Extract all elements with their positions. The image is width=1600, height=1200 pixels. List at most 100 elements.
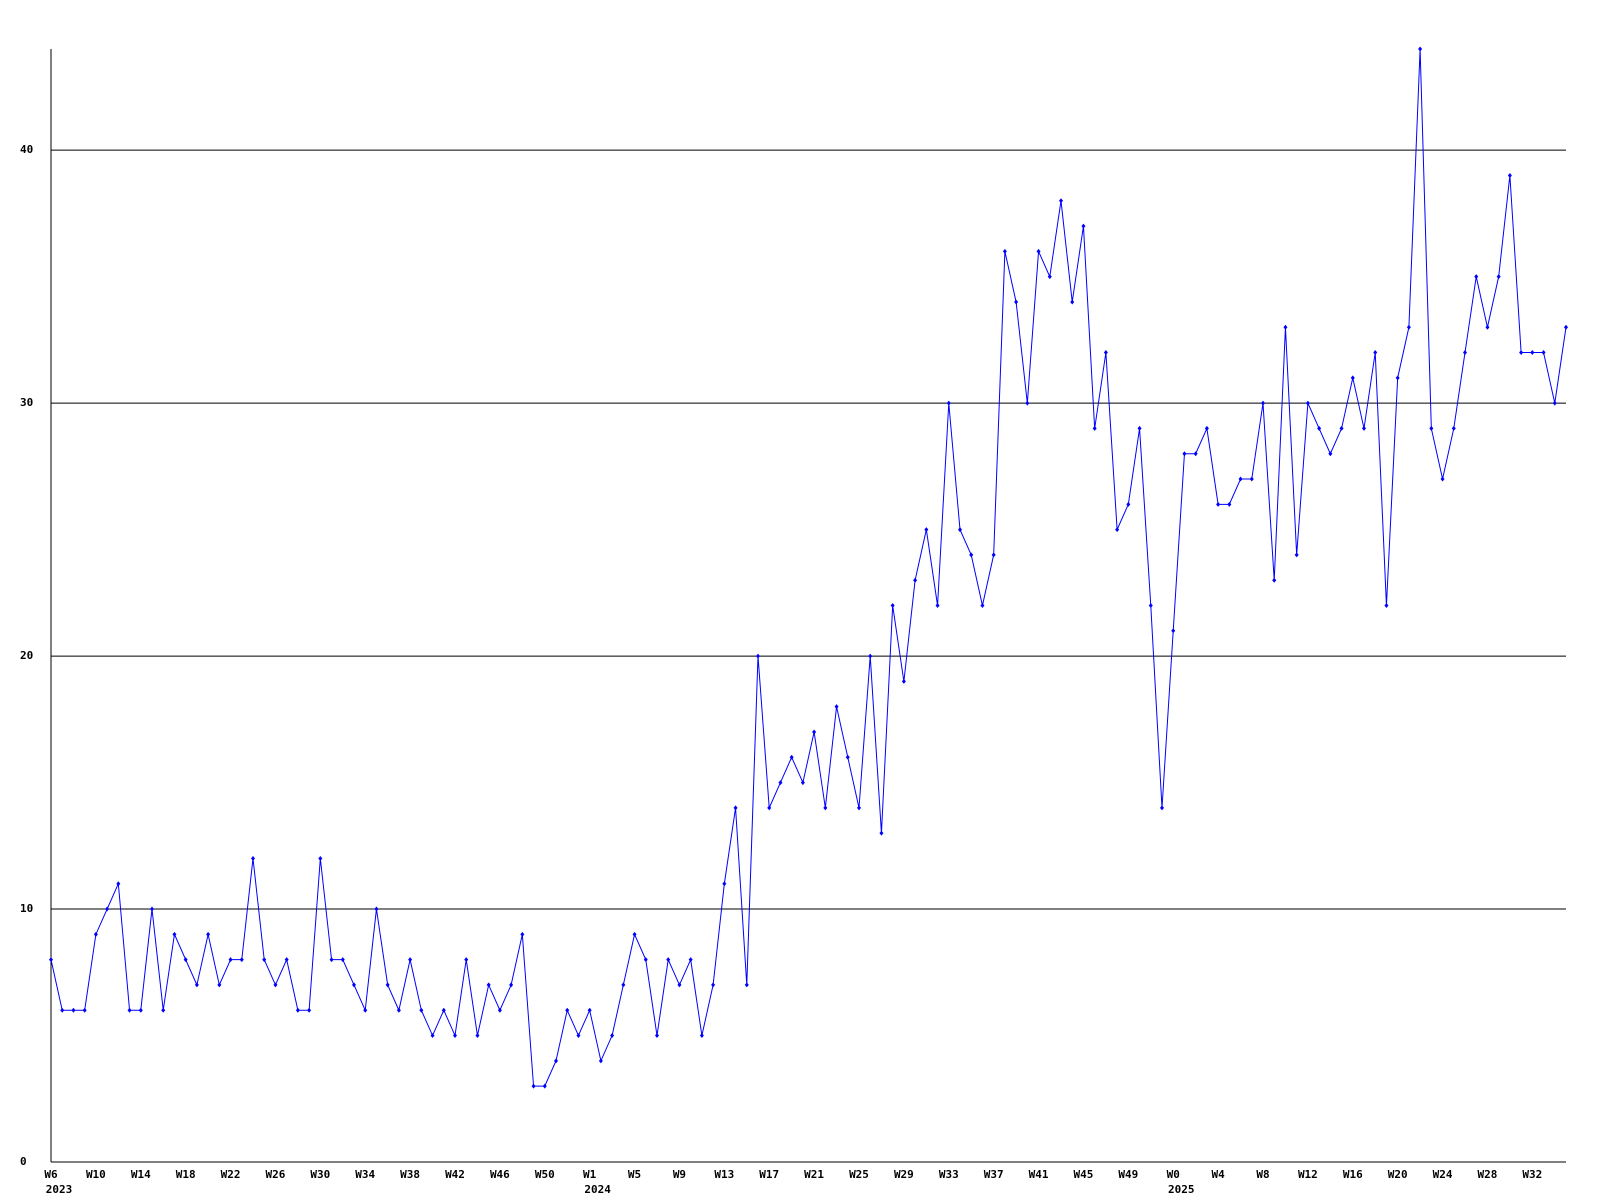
point-marker (1182, 451, 1187, 457)
year-label: 2023 (46, 1183, 73, 1196)
x-tick-label: W50 (535, 1168, 555, 1181)
point-marker (1227, 501, 1232, 507)
point-marker (453, 1033, 457, 1039)
point-marker (632, 931, 637, 937)
x-tick-label: W25 (849, 1168, 869, 1181)
point-marker (655, 1033, 659, 1039)
point-marker (329, 957, 334, 963)
point-marker (1126, 501, 1131, 507)
y-tick-label: 30 (20, 396, 33, 409)
point-marker (800, 780, 805, 786)
point-marker (1339, 425, 1344, 431)
point-marker (385, 982, 390, 988)
point-marker (1160, 805, 1164, 811)
point-marker (1115, 527, 1120, 533)
point-marker (239, 957, 244, 963)
y-tick-label: 20 (20, 649, 33, 662)
point-marker (1002, 248, 1007, 254)
point-marker (1103, 350, 1108, 356)
point-marker (767, 805, 772, 811)
point-marker (408, 957, 413, 963)
point-marker (1216, 501, 1221, 507)
point-marker (643, 957, 648, 963)
point-marker (1081, 223, 1086, 229)
point-marker (49, 957, 53, 963)
point-marker (587, 1007, 592, 1013)
point-marker (834, 704, 839, 710)
point-marker (1328, 451, 1333, 457)
x-tick-label: W29 (894, 1168, 914, 1181)
point-marker (677, 982, 682, 988)
point-marker (284, 957, 289, 963)
point-marker (1519, 350, 1524, 356)
x-tick-label: W4 (1211, 1168, 1225, 1181)
point-marker (868, 653, 873, 659)
x-tick-label: W20 (1388, 1168, 1408, 1181)
x-tick-label: W30 (310, 1168, 330, 1181)
x-tick-label: W10 (86, 1168, 106, 1181)
point-marker (183, 957, 188, 963)
point-marker (1474, 274, 1479, 280)
x-tick-label: W1 (583, 1168, 597, 1181)
point-marker (1564, 324, 1568, 330)
point-marker (396, 1007, 401, 1013)
x-tick-label: W13 (714, 1168, 734, 1181)
point-marker (565, 1007, 570, 1013)
x-tick-label: W17 (759, 1168, 779, 1181)
point-marker (1014, 299, 1019, 305)
point-marker (262, 957, 267, 963)
point-marker (778, 780, 783, 786)
point-marker (980, 603, 985, 608)
point-marker (610, 1033, 615, 1039)
point-marker (105, 906, 110, 912)
point-marker (1440, 476, 1445, 482)
series-line (50, 48, 1567, 1087)
point-marker (1406, 324, 1411, 330)
x-tick-label: W34 (355, 1168, 375, 1181)
point-marker (251, 855, 255, 861)
point-marker (711, 982, 716, 988)
point-marker (509, 982, 514, 988)
point-marker (1530, 350, 1535, 356)
point-marker (1283, 324, 1288, 330)
point-marker (1362, 425, 1366, 431)
point-marker (1451, 425, 1456, 431)
point-marker (161, 1007, 166, 1013)
year-label: 2024 (584, 1183, 611, 1196)
point-marker (93, 931, 98, 937)
point-marker (812, 729, 817, 735)
point-marker (756, 653, 760, 659)
point-marker (150, 906, 154, 912)
point-marker (857, 805, 861, 811)
point-marker (913, 577, 918, 583)
point-marker (194, 982, 199, 988)
point-marker (1463, 350, 1467, 356)
point-marker (273, 982, 278, 988)
point-marker (823, 805, 828, 811)
point-marker (352, 982, 356, 988)
point-marker (1238, 476, 1243, 482)
point-marker (206, 931, 211, 937)
point-marker (733, 805, 738, 811)
point-marker (1317, 425, 1322, 431)
point-marker (464, 957, 469, 963)
point-marker (688, 957, 693, 963)
point-marker (890, 603, 895, 608)
point-marker (1070, 299, 1075, 305)
x-tick-label: W46 (490, 1168, 510, 1181)
x-tick-label: W41 (1029, 1168, 1049, 1181)
point-marker (722, 881, 727, 887)
point-marker (1036, 248, 1041, 254)
point-marker (1025, 400, 1030, 406)
point-marker (318, 855, 323, 861)
point-marker (363, 1007, 368, 1013)
point-marker (1272, 577, 1277, 583)
point-marker (497, 1007, 502, 1013)
point-marker (1137, 425, 1142, 431)
point-marker (845, 754, 850, 760)
point-marker (1305, 400, 1310, 406)
point-marker (172, 931, 177, 937)
point-marker (542, 1083, 547, 1089)
point-marker (127, 1007, 132, 1013)
